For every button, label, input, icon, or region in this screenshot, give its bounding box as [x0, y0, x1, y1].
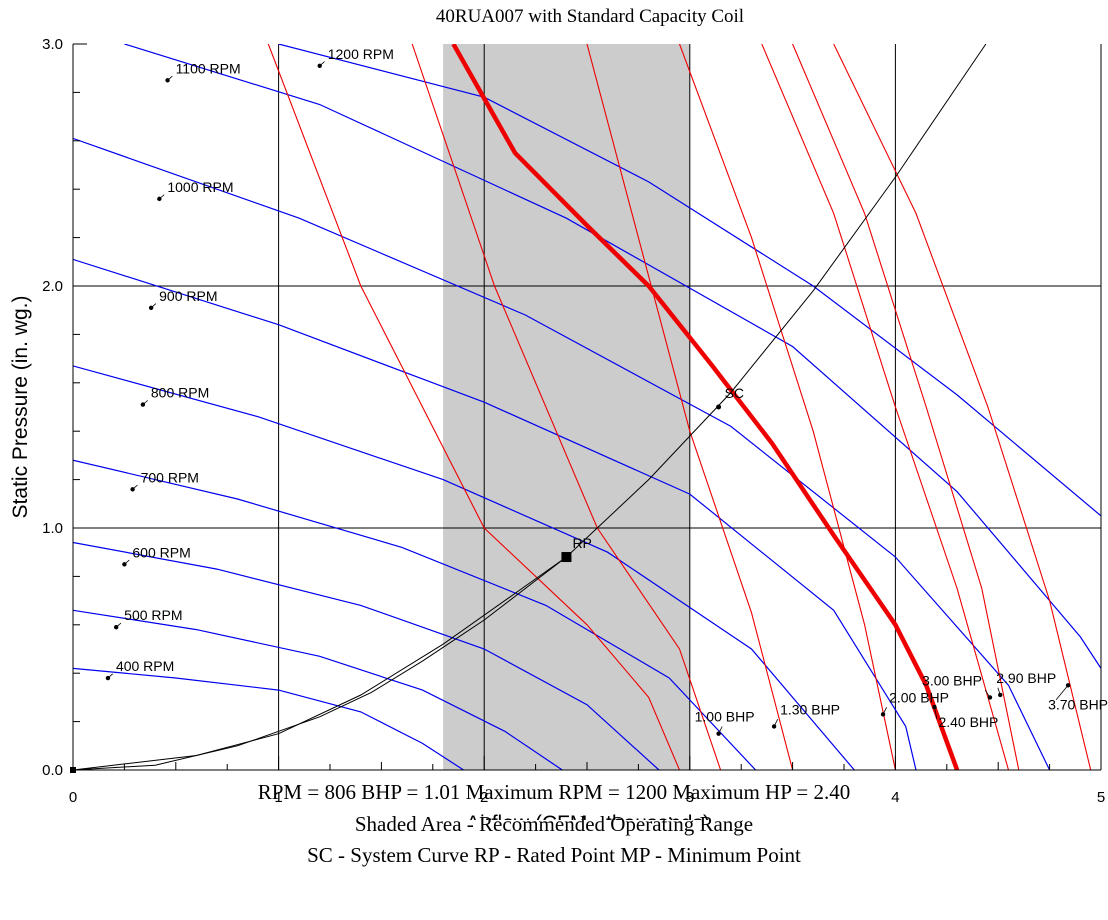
- y-axis-label: Static Pressure (in. wg.): [9, 296, 32, 519]
- rpm-curve: [73, 137, 1051, 770]
- footer-line-3: SC - System Curve RP - Rated Point MP - …: [307, 843, 801, 867]
- y-tick-label: 1.0: [42, 520, 63, 537]
- bhp-curve: [586, 44, 794, 770]
- rpm-curve-leader: [124, 559, 130, 565]
- footer-line-1: RPM = 806 BHP = 1.01 Maximum RPM = 1200 …: [257, 780, 851, 804]
- y-tick-label: 0.0: [42, 762, 63, 779]
- bhp-curve-leader: [773, 719, 779, 727]
- bhp-curve: [792, 44, 1020, 770]
- x-tick-label: 3: [686, 789, 694, 806]
- bhp-curve-leader: [882, 706, 888, 715]
- rpm-curve-leader: [159, 194, 165, 200]
- rpm-curve: [73, 667, 464, 770]
- rpm-curve-leader: [319, 61, 325, 67]
- rpm-curve: [73, 365, 855, 770]
- system-curve-lower: [73, 556, 567, 770]
- rpm-curve-leader: [115, 622, 122, 628]
- x-tick-label: 0: [69, 789, 77, 806]
- max-hp-curve-label: 2.40 BHP: [938, 714, 998, 730]
- rpm-curve-leader: [150, 303, 157, 309]
- rpm-curve-label: 500 RPM: [124, 607, 182, 623]
- rpm-curve-label: 800 RPM: [151, 385, 209, 401]
- y-tick-label: 2.0: [42, 278, 63, 295]
- shaded-operating-range: [443, 44, 690, 770]
- bhp-curve-label: 2.00 BHP: [889, 689, 949, 705]
- bhp-curve-leader: [984, 689, 991, 698]
- point-marker: [716, 404, 722, 410]
- bhp-curve-leader: [997, 687, 1001, 696]
- rpm-curve-label: 600 RPM: [132, 544, 190, 560]
- x-tick-label: 2: [480, 789, 488, 806]
- bhp-curve-leader: [718, 726, 723, 734]
- point-marker: [561, 552, 572, 563]
- chart-title: 40RUA007 with Standard Capacity Coil: [436, 6, 744, 27]
- bhp-curve: [267, 44, 681, 770]
- rpm-curve-label: 1000 RPM: [167, 179, 233, 195]
- rpm-curve: [73, 609, 563, 770]
- bhp-curve: [761, 44, 1010, 770]
- rpm-curve-leader: [167, 75, 173, 81]
- footer-line-2: Shaded Area - Recommended Operating Rang…: [354, 812, 754, 836]
- chart-svg: 40RUA007 with Standard Capacity Coil Air…: [9, 6, 1108, 835]
- x-tick-label: 1: [274, 789, 282, 806]
- point-label: SC: [725, 385, 744, 401]
- rpm-curve: [73, 258, 917, 770]
- curves-layer: [73, 44, 1101, 770]
- rpm-curve-leader: [107, 673, 114, 679]
- rpm-curve-label: 400 RPM: [116, 658, 174, 674]
- rpm-curve: [73, 459, 757, 770]
- rpm-curve: [278, 44, 1101, 517]
- x-tick-label: 4: [891, 789, 899, 806]
- max-hp-curve-leader: [934, 707, 938, 720]
- bhp-curve-label: 3.00 BHP: [922, 672, 982, 688]
- shaded-range-layer: [443, 44, 690, 770]
- rpm-curve: [73, 541, 660, 770]
- rpm-curve: [124, 44, 1101, 669]
- point-marker: [70, 767, 76, 773]
- axes-layer: 0 1 2 3 4 5 0.0 1.0 2.0 3.0: [42, 36, 1105, 806]
- rpm-curve-label: 1100 RPM: [176, 60, 241, 76]
- rpm-curve-label: 900 RPM: [159, 288, 217, 304]
- bhp-curve-label: 1.30 BHP: [780, 701, 840, 717]
- y-tick-label: 3.0: [42, 36, 63, 53]
- rpm-curve-label: 1200 RPM: [328, 46, 394, 62]
- bhp-curve-label: 1.00 BHP: [695, 709, 755, 725]
- point-label: RP: [572, 535, 591, 551]
- rpm-curve-label: 700 RPM: [141, 469, 199, 485]
- max-hp-curve: [451, 44, 960, 770]
- bhp-curve-label: 2.90 BHP: [996, 670, 1056, 686]
- points-layer: 400 RPM 500 RPM 600 RPM 700 RPM 800 RPM 900 R…: [70, 46, 1108, 773]
- bhp-curve-label: 3.70 BHP: [1048, 696, 1108, 712]
- rpm-curve-leader: [132, 484, 138, 490]
- bhp-curve-leader: [1055, 685, 1069, 700]
- rpm-curve-leader: [142, 400, 148, 405]
- bhp-curve: [833, 44, 1092, 770]
- x-tick-label: 5: [1097, 789, 1105, 806]
- bhp-curve: [678, 44, 896, 770]
